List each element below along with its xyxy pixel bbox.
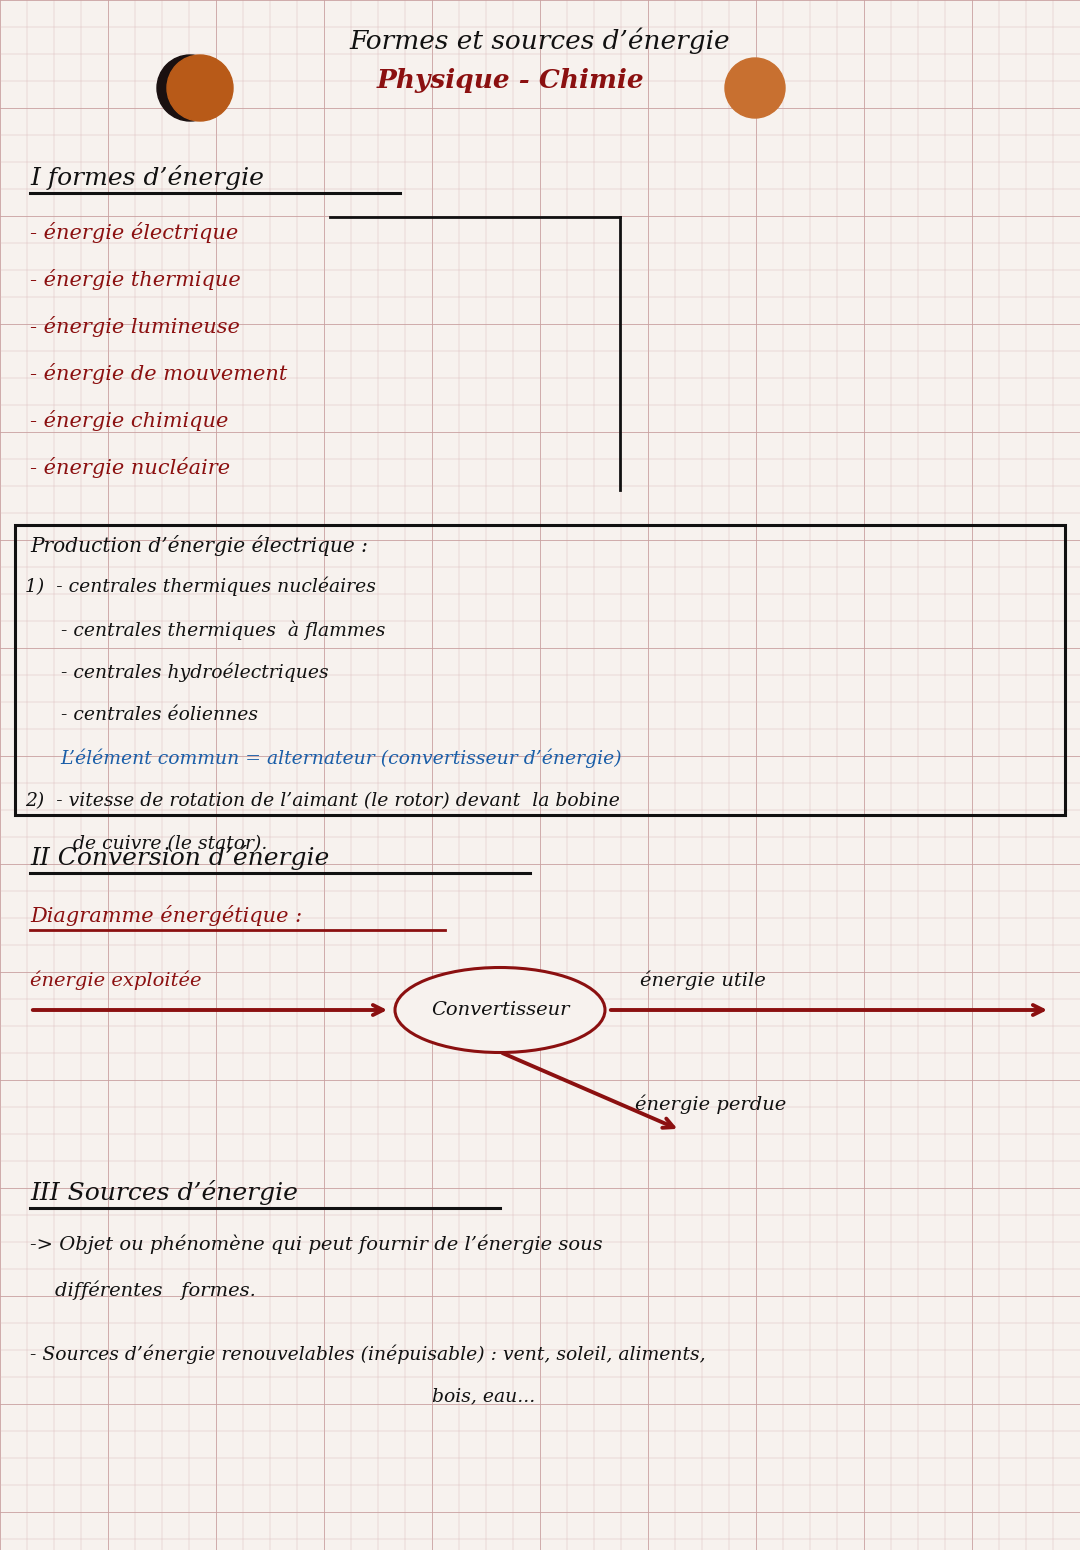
- Text: énergie perdue: énergie perdue: [635, 1094, 786, 1114]
- Text: I formes d’énergie: I formes d’énergie: [30, 164, 264, 191]
- Text: énergie utile: énergie utile: [640, 970, 766, 989]
- Text: Formes et sources d’énergie: Formes et sources d’énergie: [350, 28, 730, 54]
- Text: - énergie chimique: - énergie chimique: [30, 411, 228, 431]
- Text: - énergie thermique: - énergie thermique: [30, 270, 241, 290]
- Text: Production d’énergie électrique :: Production d’énergie électrique :: [30, 535, 368, 556]
- Text: L’élément commun = alternateur (convertisseur d’énergie): L’élément commun = alternateur (converti…: [25, 749, 622, 769]
- Circle shape: [157, 54, 222, 121]
- Text: 2)  - vitesse de rotation de l’aimant (le rotor) devant  la bobine: 2) - vitesse de rotation de l’aimant (le…: [25, 792, 620, 811]
- Text: -> Objet ou phénomène qui peut fournir de l’énergie sous: -> Objet ou phénomène qui peut fournir d…: [30, 1235, 603, 1254]
- Text: Diagramme énergétique :: Diagramme énergétique :: [30, 905, 302, 925]
- Circle shape: [167, 54, 233, 121]
- Text: - énergie électrique: - énergie électrique: [30, 222, 239, 243]
- Text: de cuivre (le stator).: de cuivre (le stator).: [25, 835, 268, 853]
- Text: - énergie lumineuse: - énergie lumineuse: [30, 316, 240, 336]
- Text: différentes   formes.: différentes formes.: [30, 1280, 256, 1299]
- Text: - Sources d’énergie renouvelables (inépuisable) : vent, soleil, aliments,: - Sources d’énergie renouvelables (inépu…: [30, 1345, 705, 1364]
- Text: - centrales thermiques  à flammes: - centrales thermiques à flammes: [25, 620, 386, 640]
- Text: II Conversion d’énergie: II Conversion d’énergie: [30, 845, 329, 870]
- Text: - énergie de mouvement: - énergie de mouvement: [30, 363, 287, 384]
- Ellipse shape: [395, 967, 605, 1052]
- Text: III Sources d’énergie: III Sources d’énergie: [30, 1180, 298, 1204]
- Text: bois, eau...: bois, eau...: [30, 1387, 536, 1404]
- Circle shape: [725, 57, 785, 118]
- Text: - centrales hydroélectriques: - centrales hydroélectriques: [25, 663, 328, 682]
- Bar: [15, 525, 1065, 815]
- Text: énergie exploitée: énergie exploitée: [30, 970, 202, 989]
- Text: 1)  - centrales thermiques nucléaires: 1) - centrales thermiques nucléaires: [25, 577, 376, 597]
- Text: - centrales éoliennes: - centrales éoliennes: [25, 705, 258, 724]
- Text: Convertisseur: Convertisseur: [431, 1001, 569, 1018]
- Text: - énergie nucléaire: - énergie nucléaire: [30, 457, 230, 477]
- Text: Physique - Chimie: Physique - Chimie: [376, 68, 644, 93]
